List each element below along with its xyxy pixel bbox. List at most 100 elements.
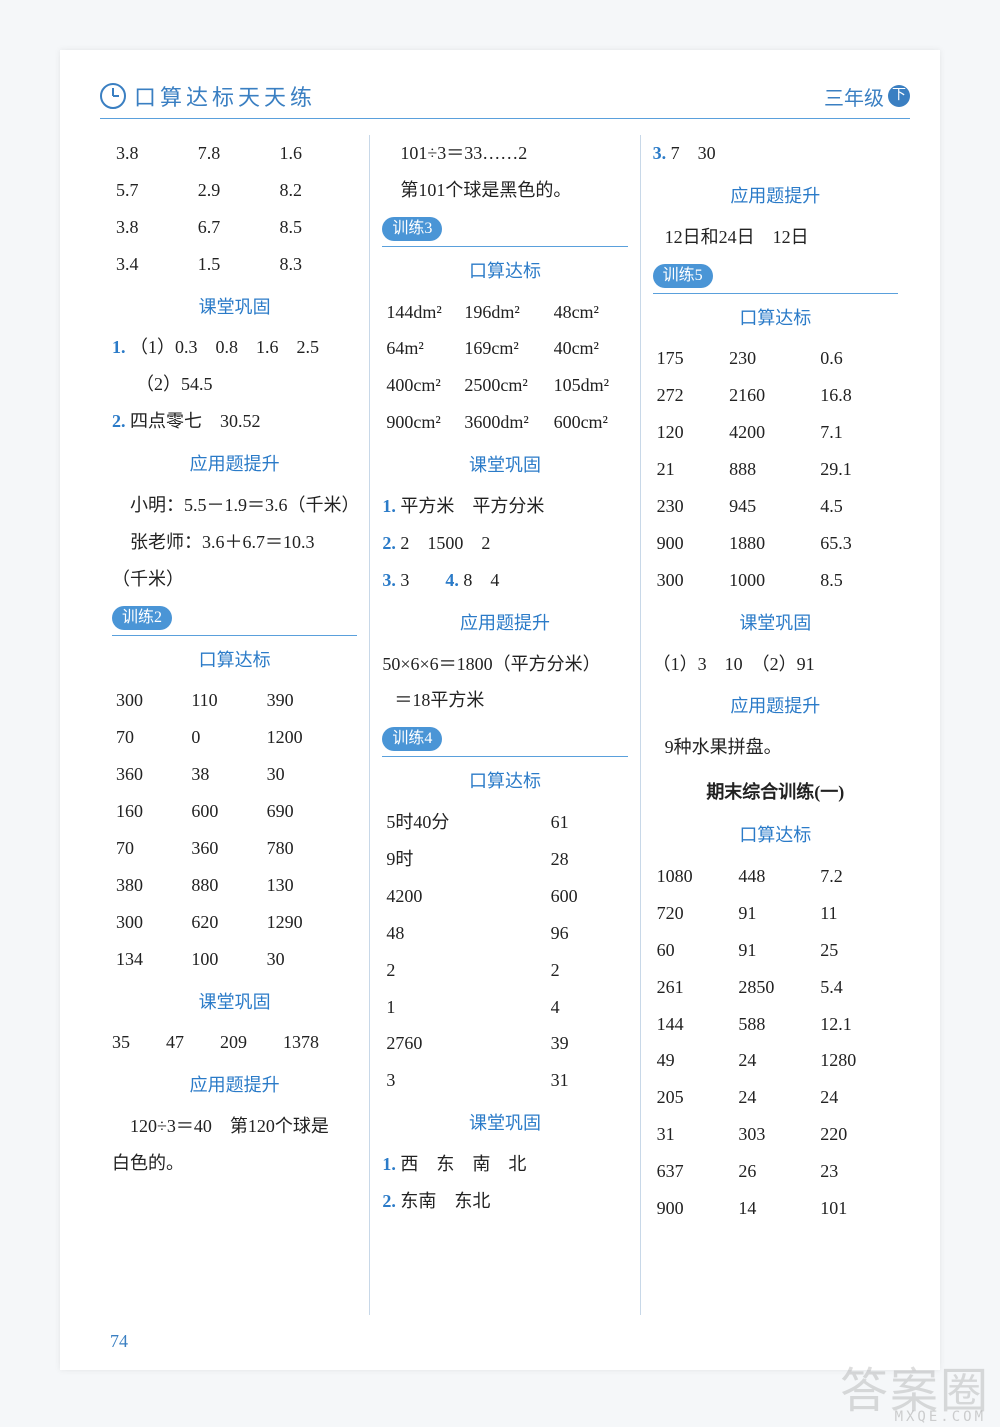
table-cell: 8.5 (816, 562, 898, 599)
table-cell: 105dm² (550, 367, 628, 404)
table-cell: 130 (263, 867, 358, 904)
subhead-classroom: 课堂巩固 (653, 605, 898, 642)
subhead-application: 应用题提升 (112, 446, 357, 483)
subhead-mental: 口算达标 (653, 817, 898, 854)
table-cell: 720 (653, 895, 735, 932)
training-pill: 训练4 (382, 727, 442, 751)
col3-grid1: 1752300.6272216016.812042007.12188829.12… (653, 340, 898, 598)
table-cell: 620 (187, 904, 262, 941)
table-cell: 360 (187, 830, 262, 867)
table-cell: 2500cm² (460, 367, 549, 404)
table-cell: 220 (816, 1116, 898, 1153)
table-cell: 144dm² (382, 294, 460, 331)
table-cell: 400cm² (382, 367, 460, 404)
table-cell: 11 (816, 895, 898, 932)
table-cell: 0 (187, 719, 262, 756)
table-cell: 70 (112, 719, 187, 756)
table-cell: 230 (653, 488, 725, 525)
table-cell: 29.1 (816, 451, 898, 488)
text-line: （1）3 10 （2）91 (653, 646, 898, 683)
table-cell: 8.5 (276, 209, 358, 246)
clock-icon (100, 83, 126, 109)
table-cell: 65.3 (816, 525, 898, 562)
pill-divider: 训练3 (382, 209, 627, 247)
text-line: 2. 2 1500 2 (382, 525, 627, 562)
table-cell: 24 (734, 1042, 816, 1079)
table-cell: 101 (816, 1190, 898, 1227)
text-line: 101÷3＝33……2 (382, 135, 627, 172)
table-cell: 780 (263, 830, 358, 867)
col2-grid1: 144dm²196dm²48cm²64m²169cm²40cm²400cm²25… (382, 294, 627, 442)
table-cell: 25 (816, 932, 898, 969)
table-cell: 160 (112, 793, 187, 830)
text-line: 张老师：3.6＋6.7＝10.3 (112, 524, 357, 561)
table-cell: 110 (187, 682, 262, 719)
text-line: 35 47 209 1378 (112, 1024, 357, 1061)
table-cell: 272 (653, 377, 725, 414)
pill-divider: 训练2 (112, 598, 357, 636)
table-cell: 16.8 (816, 377, 898, 414)
text-line: 12日和24日 12日 (653, 219, 898, 256)
subhead-mental: 口算达标 (382, 253, 627, 290)
table-cell: 880 (187, 867, 262, 904)
table-cell: 8.2 (276, 172, 358, 209)
table-cell: 21 (653, 451, 725, 488)
table-cell: 120 (653, 414, 725, 451)
table-cell: 2.9 (194, 172, 276, 209)
table-cell: 1.5 (194, 246, 276, 283)
table-cell: 1280 (816, 1042, 898, 1079)
table-cell: 300 (112, 904, 187, 941)
text-line: 9种水果拼盘。 (653, 729, 898, 766)
subhead-classroom: 课堂巩固 (112, 289, 357, 326)
table-cell: 40cm² (550, 330, 628, 367)
training-pill: 训练2 (112, 606, 172, 630)
page-number: 74 (110, 1331, 128, 1352)
table-cell: 1000 (725, 562, 816, 599)
text-line: （千米） (112, 561, 357, 598)
table-cell: 390 (263, 682, 358, 719)
table-cell: 0.6 (816, 340, 898, 377)
table-cell: 205 (653, 1079, 735, 1116)
subhead-application: 应用题提升 (382, 605, 627, 642)
table-cell: 600cm² (550, 404, 628, 441)
table-cell: 5.7 (112, 172, 194, 209)
table-cell: 7.8 (194, 135, 276, 172)
table-cell: 690 (263, 793, 358, 830)
table-cell: 70 (112, 830, 187, 867)
table-cell: 2 (382, 952, 546, 989)
table-cell: 2760 (382, 1025, 546, 1062)
table-cell: 9时 (382, 841, 546, 878)
pill-divider: 训练5 (653, 256, 898, 294)
text-line: 第101个球是黑色的。 (382, 172, 627, 209)
subhead-mental: 口算达标 (653, 300, 898, 337)
column-3: 3. 7 30 应用题提升 12日和24日 12日 训练5 口算达标 17523… (640, 135, 910, 1315)
table-cell: 24 (816, 1079, 898, 1116)
table-cell: 14 (734, 1190, 816, 1227)
table-cell: 945 (725, 488, 816, 525)
table-cell: 23 (816, 1153, 898, 1190)
subhead-classroom: 课堂巩固 (382, 1105, 627, 1142)
text-line: 1. （1）0.3 0.8 1.6 2.5 (112, 329, 357, 366)
table-cell: 48cm² (550, 294, 628, 331)
text-line: 2. 四点零七 30.52 (112, 403, 357, 440)
table-cell: 38 (187, 756, 262, 793)
table-cell: 360 (112, 756, 187, 793)
table-cell: 4 (547, 989, 628, 1026)
watermark-url: MXQE.COM (895, 1409, 986, 1425)
subhead-mental: 口算达标 (112, 642, 357, 679)
semester-badge: 下 (888, 85, 910, 107)
table-cell: 4.5 (816, 488, 898, 525)
table-cell: 61 (547, 804, 628, 841)
table-cell: 91 (734, 932, 816, 969)
table-cell: 60 (653, 932, 735, 969)
table-cell: 3600dm² (460, 404, 549, 441)
table-cell: 600 (547, 878, 628, 915)
final-title: 期末综合训练(一) (653, 774, 898, 811)
table-cell: 7.2 (816, 858, 898, 895)
text-line: 1. 西 东 南 北 (382, 1146, 627, 1183)
table-cell: 28 (547, 841, 628, 878)
table-cell: 900 (653, 525, 725, 562)
table-cell: 144 (653, 1006, 735, 1043)
table-cell: 230 (725, 340, 816, 377)
table-cell: 637 (653, 1153, 735, 1190)
